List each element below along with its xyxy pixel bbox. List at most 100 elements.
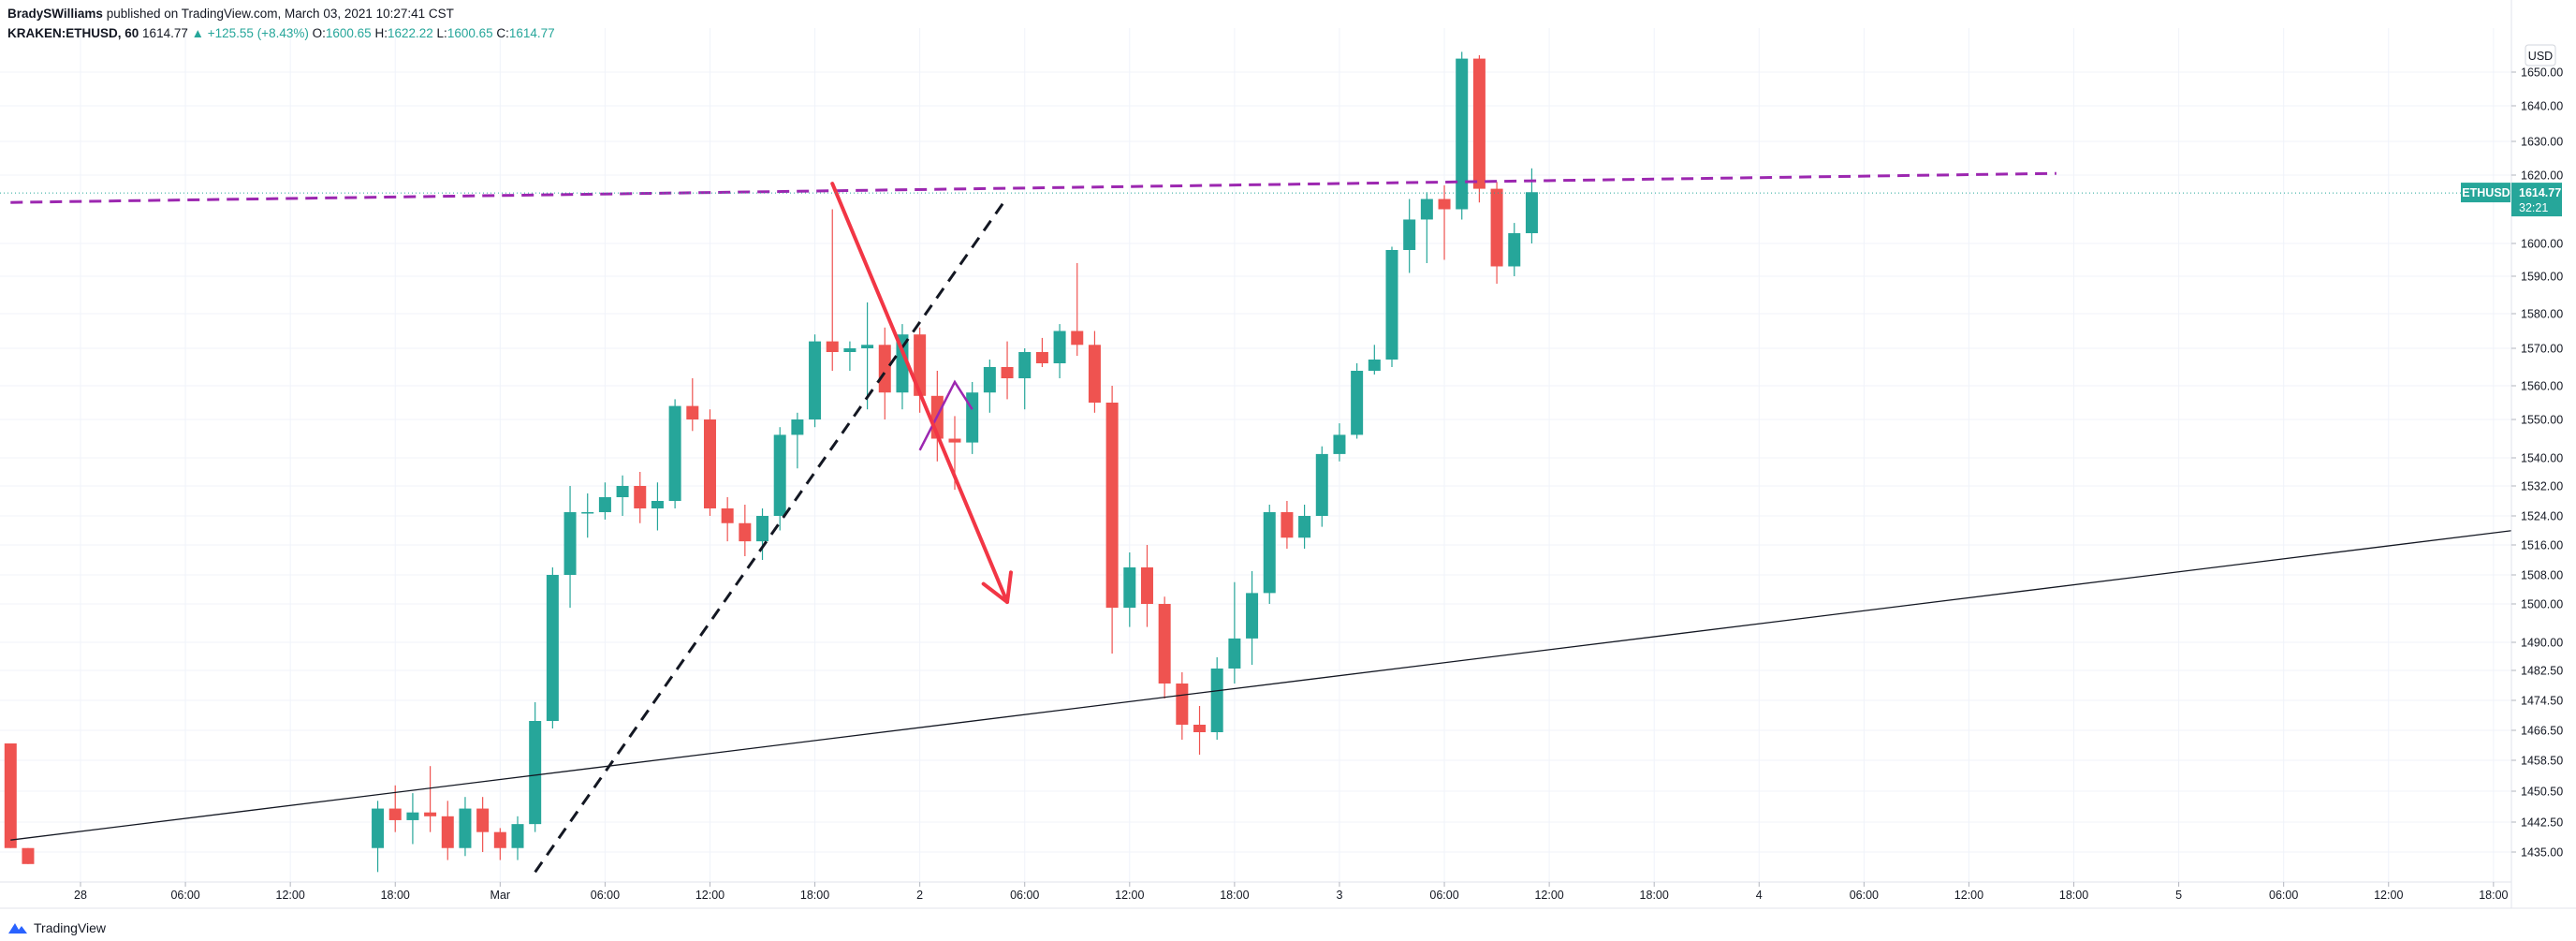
publisher-name[interactable]: BradySWilliams: [7, 7, 103, 21]
symbol-label[interactable]: KRAKEN:ETHUSD, 60: [7, 26, 139, 40]
publisher-line: BradySWilliams published on TradingView.…: [7, 4, 555, 23]
time-tick-label: 06:00: [1429, 889, 1458, 902]
candle[interactable]: [4, 743, 17, 848]
candle[interactable]: [1193, 706, 1207, 755]
time-axis[interactable]: 28 06:00 12:00 18:00 Mar 06:00 12:00 18:00 2 06:0…: [0, 881, 2576, 909]
candle-body: [1525, 192, 1538, 234]
candle-body: [878, 345, 891, 393]
brand-label: TradingView: [34, 920, 107, 935]
candle[interactable]: [1281, 501, 1294, 549]
candle-body: [1123, 567, 1136, 609]
candle[interactable]: [1456, 51, 1469, 220]
candle[interactable]: [773, 427, 786, 531]
time-tick-label: 12:00: [695, 889, 724, 902]
candle[interactable]: [1071, 263, 1084, 356]
candle[interactable]: [424, 766, 437, 832]
candle-body: [493, 831, 506, 848]
candle[interactable]: [459, 797, 472, 857]
candle[interactable]: [581, 493, 594, 538]
candle[interactable]: [1263, 505, 1276, 604]
candle[interactable]: [1140, 545, 1153, 627]
candle[interactable]: [826, 209, 839, 372]
candle[interactable]: [511, 816, 524, 860]
time-tick-label: 12:00: [1534, 889, 1563, 902]
candle[interactable]: [598, 482, 611, 520]
candle[interactable]: [1176, 672, 1189, 740]
candle-body: [739, 522, 752, 542]
candle[interactable]: [1158, 596, 1171, 698]
last-price: 1614.77: [142, 26, 188, 40]
currency-box[interactable]: [2525, 44, 2556, 66]
symbol-tag: [2461, 183, 2510, 203]
candle[interactable]: [546, 567, 559, 728]
candle-body: [1420, 198, 1433, 220]
candle[interactable]: [791, 412, 804, 469]
candle-body: [1281, 512, 1294, 538]
candle[interactable]: [843, 341, 856, 371]
price-axis[interactable]: USD 1650.00 1640.00 1630.00 1620.00 1600.00 15…: [2461, 0, 2563, 908]
candle[interactable]: [1385, 246, 1398, 368]
candle[interactable]: [651, 482, 664, 531]
candle[interactable]: [1315, 446, 1328, 527]
candle[interactable]: [809, 334, 822, 428]
candle[interactable]: [1298, 505, 1311, 549]
candle[interactable]: [1018, 348, 1032, 410]
candle[interactable]: [1403, 198, 1416, 273]
price-tick-label: 1458.50: [2521, 755, 2563, 768]
candle[interactable]: [1228, 581, 1241, 684]
candle[interactable]: [1210, 657, 1223, 740]
arrow-drawing[interactable]: [830, 182, 1014, 605]
footer-brand[interactable]: TradingView: [7, 918, 106, 938]
candle[interactable]: [406, 793, 419, 845]
candle[interactable]: [739, 505, 752, 556]
candle[interactable]: [686, 378, 699, 432]
dashed-trend-line[interactable]: [534, 196, 1009, 874]
trend-line[interactable]: [10, 518, 2576, 841]
candle-body: [1508, 233, 1521, 267]
candle[interactable]: [372, 801, 385, 873]
price-tick-label: 1482.50: [2521, 665, 2563, 678]
pattern-drawing[interactable]: [918, 379, 973, 451]
candle[interactable]: [703, 409, 716, 516]
candle[interactable]: [616, 475, 629, 516]
candle[interactable]: [861, 302, 874, 410]
candle[interactable]: [1246, 571, 1259, 665]
candle[interactable]: [1123, 552, 1136, 627]
candle[interactable]: [441, 801, 454, 860]
candle[interactable]: [1420, 192, 1433, 263]
candle[interactable]: [914, 327, 927, 413]
candle[interactable]: [1053, 324, 1066, 378]
candle[interactable]: [634, 472, 647, 523]
candle[interactable]: [564, 486, 577, 609]
candle[interactable]: [756, 508, 769, 560]
close-value: 1614.77: [508, 26, 555, 40]
candle-body: [424, 812, 437, 816]
candle[interactable]: [1088, 331, 1101, 413]
candle[interactable]: [1490, 182, 1503, 284]
candle[interactable]: [1001, 341, 1014, 400]
candle[interactable]: [983, 360, 996, 413]
candle[interactable]: [1508, 223, 1521, 276]
candle[interactable]: [1333, 423, 1346, 462]
candle[interactable]: [721, 497, 734, 542]
candle[interactable]: [1105, 386, 1119, 654]
candle[interactable]: [1035, 337, 1048, 367]
candle[interactable]: [896, 324, 909, 410]
price-tick-label: 1435.00: [2521, 846, 2563, 860]
candle[interactable]: [529, 702, 542, 832]
candle[interactable]: [966, 382, 979, 454]
candle[interactable]: [22, 847, 35, 864]
candle[interactable]: [388, 785, 402, 832]
candle[interactable]: [1368, 345, 1381, 375]
candle[interactable]: [1472, 55, 1486, 203]
candle[interactable]: [668, 399, 681, 508]
candle[interactable]: [1438, 184, 1451, 260]
candle[interactable]: [493, 828, 506, 860]
candle[interactable]: [1351, 363, 1364, 439]
price-tick-label: 1500.00: [2521, 598, 2563, 611]
candle[interactable]: [476, 797, 490, 852]
candle-body: [441, 816, 454, 848]
resistance-dashed-line[interactable]: [10, 171, 2056, 204]
change-value: +125.55 (+8.43%): [207, 26, 309, 40]
